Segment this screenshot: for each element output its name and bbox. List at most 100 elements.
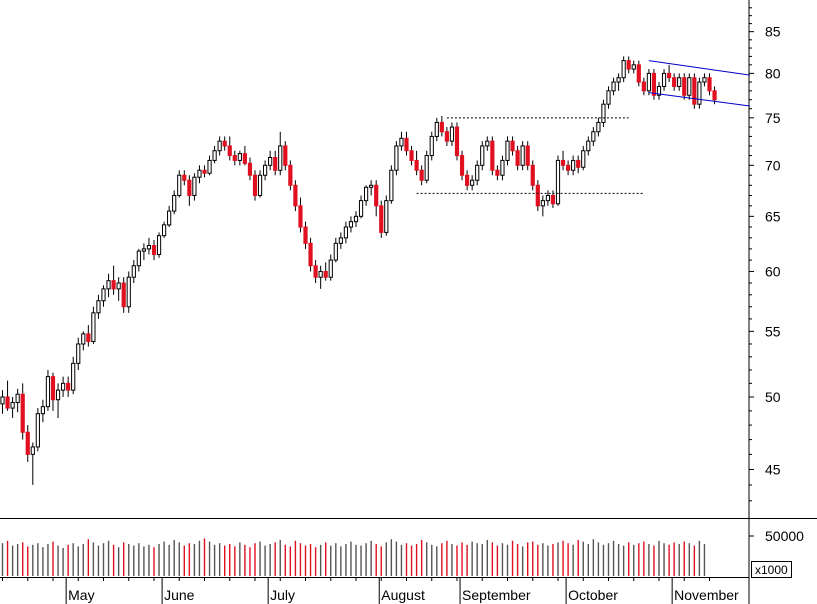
candle-body	[146, 245, 152, 250]
price-tick-label: 60	[765, 263, 781, 279]
candle-body	[151, 245, 157, 255]
candle-body	[273, 157, 278, 171]
candle-body	[621, 60, 626, 79]
candle-body	[25, 431, 30, 455]
candle-body	[626, 60, 631, 70]
candle-body	[459, 155, 465, 176]
candle-body	[252, 174, 258, 196]
candle-body	[35, 413, 40, 448]
candle-body	[470, 179, 475, 186]
candle-body	[540, 200, 545, 207]
candle-body	[76, 343, 81, 364]
candle-body	[616, 77, 621, 83]
candle-body	[677, 77, 682, 87]
candle-body	[515, 150, 520, 166]
candle-body	[697, 81, 702, 105]
candle-body	[364, 186, 369, 202]
candle-body	[197, 169, 202, 178]
month-label: July	[270, 587, 295, 603]
candle-body	[50, 376, 56, 401]
candle-body	[429, 135, 434, 157]
candle-body	[343, 226, 348, 239]
candle-body	[187, 179, 192, 196]
candle-body	[566, 164, 571, 171]
candle-body	[66, 382, 71, 391]
candle-body	[692, 77, 697, 105]
trend-channel-line	[648, 60, 750, 76]
candle-body	[631, 64, 636, 70]
candle-body	[328, 259, 333, 278]
candle-body	[500, 159, 505, 176]
candle-body	[550, 194, 556, 205]
candle-body	[55, 389, 61, 401]
candle-body	[116, 282, 121, 290]
candle-body	[40, 406, 45, 415]
month-label: August	[381, 587, 425, 603]
price-tick-label: 50	[765, 389, 781, 405]
candle-body	[560, 159, 566, 166]
candle-body	[20, 393, 25, 433]
candle-body	[571, 159, 576, 171]
candle-body	[525, 145, 530, 166]
candle-body	[278, 145, 283, 171]
candle-body	[338, 237, 343, 244]
candle-body	[510, 140, 515, 152]
candle-body	[5, 396, 10, 409]
candle-body	[358, 200, 364, 217]
month-label: September	[462, 587, 531, 603]
candle-body	[712, 90, 717, 101]
price-tick-label: 80	[765, 65, 781, 81]
candle-body	[268, 157, 273, 166]
candle-body	[303, 226, 308, 244]
price-panel	[0, 56, 717, 485]
candle-body	[141, 248, 147, 252]
candle-body	[661, 72, 667, 87]
candle-body	[222, 140, 227, 147]
candle-body	[414, 159, 419, 171]
candle-body	[444, 131, 449, 142]
candle-body	[495, 169, 500, 176]
candle-body	[651, 72, 657, 96]
candle-body	[419, 169, 424, 181]
candle-body	[207, 159, 212, 174]
candle-body	[288, 164, 293, 186]
candle-body	[545, 194, 550, 202]
candle-body	[555, 159, 561, 205]
volume-panel	[1, 538, 706, 576]
candle-body	[439, 121, 444, 133]
candle-body	[247, 162, 253, 176]
candle-body	[86, 333, 91, 342]
candle-body	[167, 210, 172, 226]
candle-body	[682, 77, 687, 96]
candle-body	[81, 333, 86, 345]
candle-body	[646, 72, 651, 92]
candle-body	[313, 265, 318, 278]
candle-body	[596, 121, 601, 133]
candle-body	[212, 150, 217, 161]
candle-body	[404, 137, 409, 152]
candle-body	[667, 72, 672, 79]
candle-body	[348, 221, 354, 228]
candle-body	[656, 85, 662, 96]
candle-body	[263, 164, 268, 176]
candle-body	[106, 280, 111, 290]
candle-body	[293, 184, 298, 207]
candle-body	[232, 155, 237, 161]
candle-body	[333, 242, 338, 261]
candle-body	[480, 145, 485, 166]
candle-body	[399, 137, 404, 147]
candle-body	[379, 205, 384, 233]
candle-body	[353, 215, 359, 223]
candle-body	[606, 90, 611, 105]
candle-body	[61, 382, 66, 391]
candle-body	[237, 153, 242, 161]
candle-body	[591, 131, 596, 142]
candle-body	[601, 103, 606, 123]
price-tick-label: 65	[765, 208, 781, 224]
candle-body	[384, 200, 389, 233]
candle-body	[242, 153, 248, 164]
candle-body	[490, 140, 495, 171]
